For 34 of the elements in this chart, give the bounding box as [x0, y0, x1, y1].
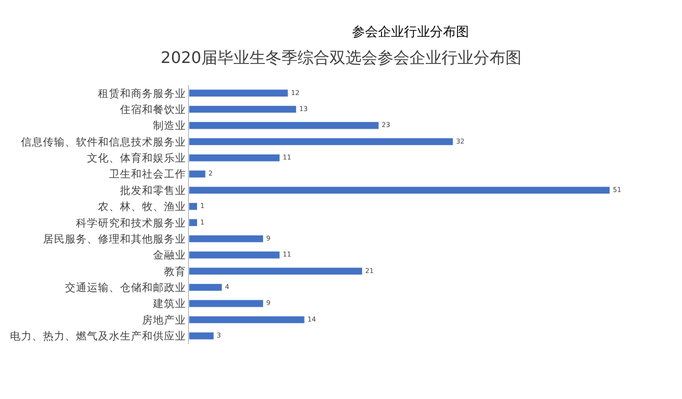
- y-tick-label: 农、林、牧、渔业: [98, 200, 186, 214]
- chart-title: 2020届毕业生冬季综合双选会参会企业行业分布图: [160, 48, 522, 68]
- bar: [189, 267, 363, 276]
- y-tick-label: 卫生和社会工作: [108, 168, 186, 181]
- y-tick-label: 交通运输、仓储和邮政业: [64, 281, 186, 294]
- y-tick-label: 金融业: [152, 248, 186, 262]
- bar: [189, 186, 610, 194]
- bar: [189, 89, 288, 97]
- y-tick-label: 文化、体育和娱乐业: [86, 152, 186, 165]
- y-tick-label: 信息传输、软件和信息技术服务业: [20, 135, 186, 148]
- bar: [189, 202, 198, 210]
- bar: [189, 218, 198, 226]
- bar: [189, 283, 222, 292]
- bar: [189, 316, 305, 324]
- y-tick-label: 教育: [164, 264, 186, 278]
- bar: [189, 332, 214, 340]
- bar: [189, 170, 206, 178]
- y-tick-label: 制造业: [152, 119, 186, 132]
- y-tick-label: 建筑业: [152, 297, 186, 310]
- bar: [189, 300, 264, 308]
- y-tick-label: 房地产业: [142, 313, 186, 326]
- y-tick-label: 科学研究和技术服务业: [76, 216, 186, 230]
- y-tick-label: 批发和零售业: [120, 184, 186, 197]
- y-tick-label: 电力、热力、燃气及水生产和供应业: [10, 330, 186, 343]
- bar: [189, 105, 297, 114]
- y-tick-label: 租赁和商务服务业: [98, 86, 186, 100]
- bar: [189, 122, 380, 130]
- y-tick-label: 住宿和餐饮业: [120, 102, 186, 116]
- bar: [189, 138, 454, 146]
- bar: [189, 251, 280, 259]
- bar: [189, 154, 280, 162]
- text: 参会企业行业分布图: [352, 25, 469, 40]
- y-tick-label: 居民服务、修理和其他服务业: [42, 232, 186, 246]
- bar: [189, 234, 264, 243]
